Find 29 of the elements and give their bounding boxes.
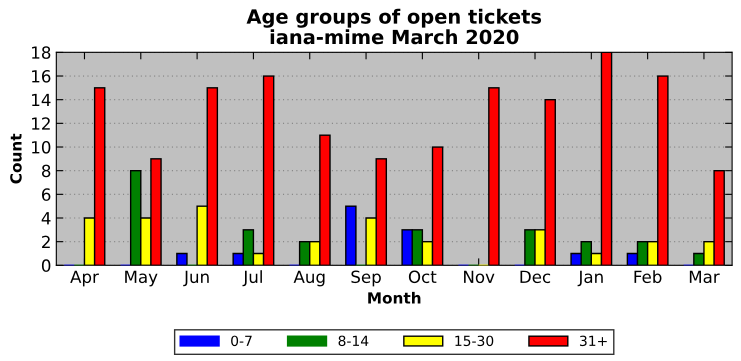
legend-label: 31+: [580, 336, 607, 346]
y-tick-label: 14: [32, 94, 51, 106]
y-tick-label: 8: [42, 164, 50, 178]
legend-label: 15-30: [455, 336, 494, 346]
y-tick-label: 4: [42, 212, 51, 224]
x-tick-label: Feb: [634, 270, 662, 284]
y-tick-label: 0: [42, 259, 50, 272]
x-tick-label: Dec: [520, 270, 550, 284]
x-tick-label: Sep: [351, 270, 381, 286]
chart-title: Age groups of open tickets iana-mime March 2020: [246, 8, 542, 44]
y-tick-label: 2: [42, 236, 50, 248]
x-tick-label: Apr: [70, 270, 99, 286]
x-axis-title: Month: [368, 292, 420, 304]
legend-label: 0-7: [231, 336, 252, 346]
y-tick-label: 10: [32, 140, 50, 154]
y-tick-label: 6: [42, 188, 50, 201]
x-tick-label: Jan: [578, 270, 603, 286]
x-tick-label: Mar: [690, 270, 720, 284]
x-tick-label: Jul: [242, 270, 262, 286]
x-tick-label: Oct: [408, 270, 436, 284]
x-tick-label: Nov: [464, 270, 494, 284]
x-tick-label: Jun: [183, 270, 209, 286]
y-tick-label: 16: [32, 70, 50, 83]
x-tick-label: May: [125, 270, 158, 286]
x-tick-label: Aug: [294, 270, 324, 286]
y-axis-title: Count: [10, 134, 22, 184]
legend-label: 8-14: [338, 336, 368, 346]
y-tick-label: 18: [32, 46, 50, 59]
y-tick-label: 12: [32, 117, 50, 130]
